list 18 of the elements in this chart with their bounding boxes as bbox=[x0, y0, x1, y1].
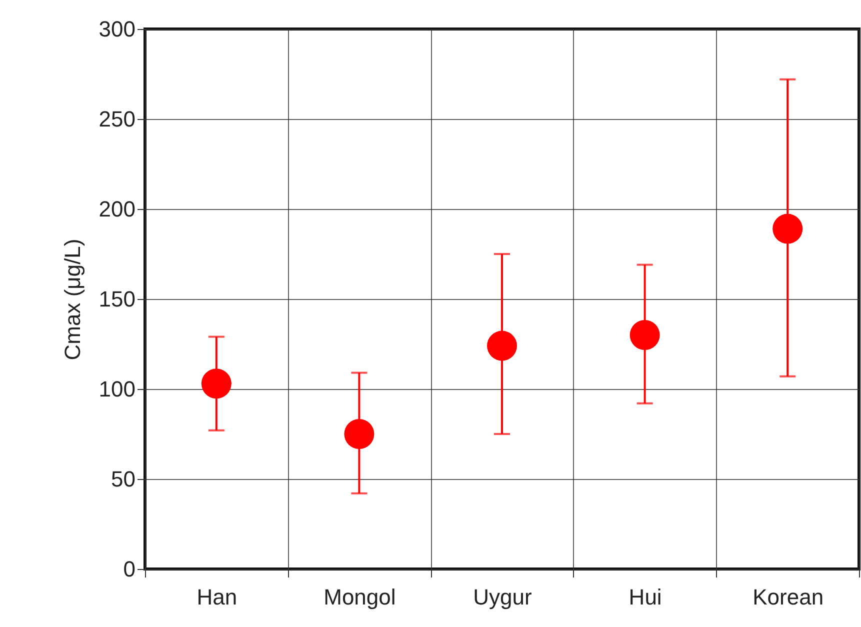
point bbox=[487, 330, 517, 361]
point bbox=[344, 419, 374, 449]
x-tick-label: Korean bbox=[752, 584, 824, 610]
x-tick-label: Mongol bbox=[324, 584, 396, 610]
y-tick-label: 250 bbox=[98, 106, 136, 132]
y-tick-label: 150 bbox=[98, 286, 136, 312]
x-tick-label: Hui bbox=[628, 584, 662, 610]
point bbox=[772, 214, 803, 244]
y-tick-label: 50 bbox=[111, 466, 136, 492]
x-tick-label: Han bbox=[196, 584, 238, 610]
y-tick-label: 100 bbox=[98, 376, 136, 402]
y-tick-label: 300 bbox=[98, 16, 136, 42]
point bbox=[201, 368, 232, 399]
y-tick-label: 0 bbox=[123, 556, 136, 582]
y-tick-label: 200 bbox=[98, 196, 136, 222]
y-axis-title: Cmax (μg/L) bbox=[60, 238, 85, 360]
x-tick-label: Uygur bbox=[473, 584, 532, 610]
point bbox=[630, 320, 660, 350]
